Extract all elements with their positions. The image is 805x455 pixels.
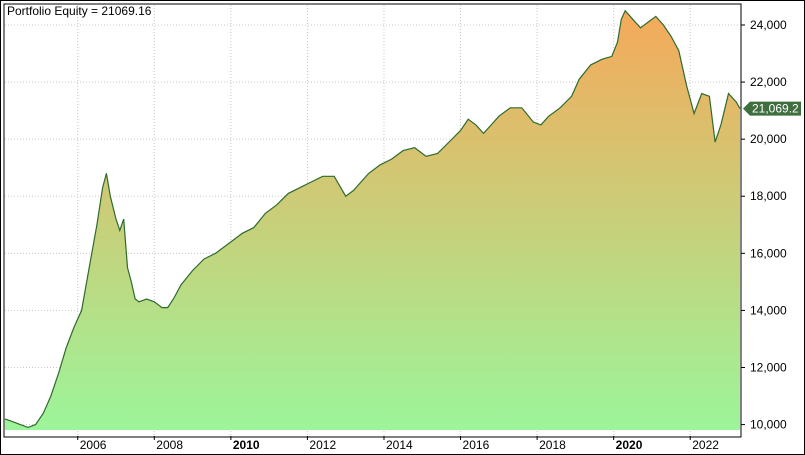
x-tick-label: 2012 — [309, 438, 336, 452]
y-tick-label: 22,000 — [750, 75, 787, 89]
x-tick-label: 2010 — [233, 438, 260, 452]
y-tick-label: 16,000 — [750, 246, 787, 260]
last-value-badge — [743, 101, 801, 116]
x-axis: 2006 2008 2010 2012 2014 2016 2018 2020 2022 — [77, 436, 719, 452]
y-axis: 10,000 12,000 14,000 16,000 18,000 20,000 22,0… — [741, 18, 787, 432]
y-tick-label: 14,000 — [750, 303, 787, 317]
equity-area — [5, 10, 740, 430]
y-tick-label: 20,000 — [750, 132, 787, 146]
y-tick-label: 18,000 — [750, 189, 787, 203]
y-tick-label: 12,000 — [750, 360, 787, 374]
equity-line — [4, 9, 741, 429]
chart-title: Portfolio Equity = 21069.16 — [7, 4, 152, 18]
y-tick-label: 24,000 — [750, 18, 787, 32]
x-tick-label: 2018 — [539, 438, 566, 452]
last-value-label: 21,069.2 — [752, 102, 799, 116]
x-tick-label: 2020 — [616, 438, 643, 452]
x-tick-label: 2016 — [463, 438, 490, 452]
x-tick-label: 2006 — [80, 438, 107, 452]
x-tick-label: 2022 — [692, 438, 719, 452]
y-tick-label: 10,000 — [750, 418, 787, 432]
x-tick-label: 2014 — [386, 438, 413, 452]
x-tick-label: 2008 — [156, 438, 183, 452]
last-value-marker: 21,069.2 — [743, 101, 801, 116]
plot-frame — [3, 3, 742, 438]
